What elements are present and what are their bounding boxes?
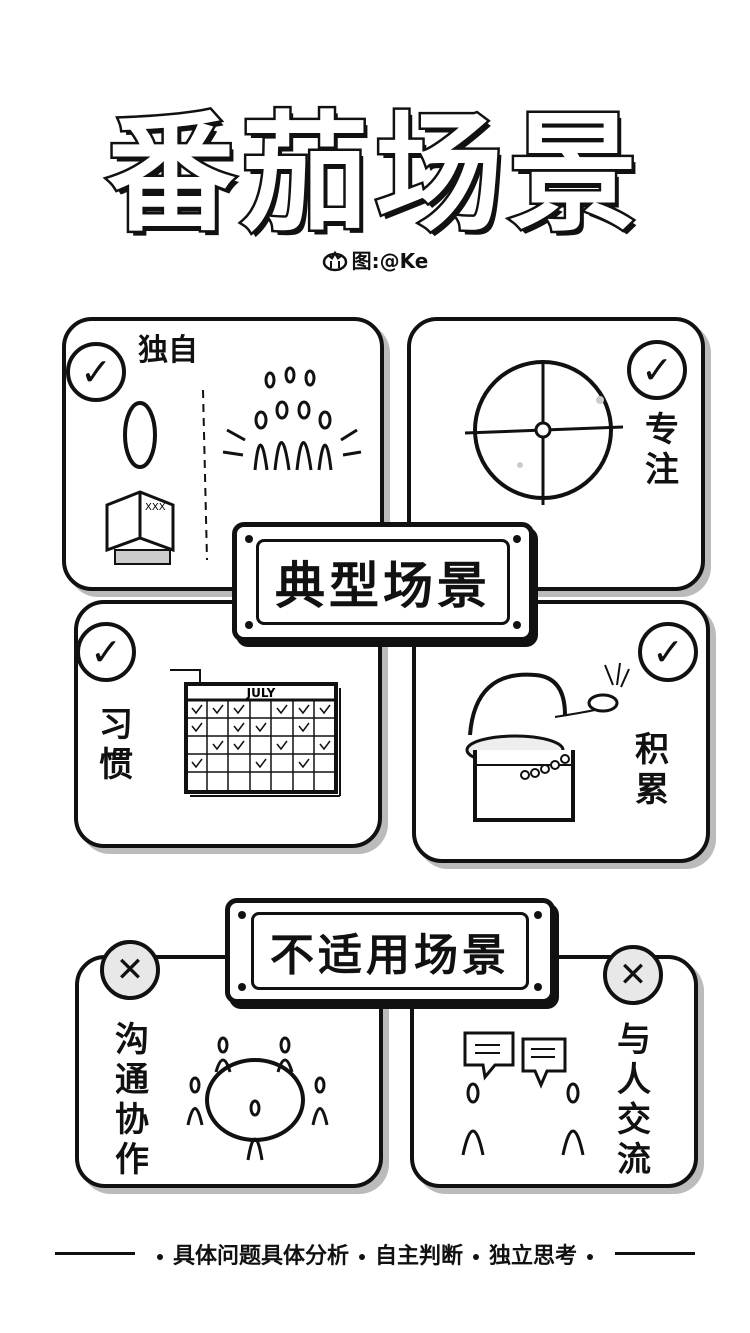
check-icon: ✓	[627, 340, 687, 400]
page-title: 番茄场景	[104, 98, 643, 252]
treasure-chest-illustration	[465, 662, 630, 822]
panel-communicate-label: 与人交流	[617, 1020, 651, 1181]
conversation-illustration	[461, 1031, 585, 1156]
footer-line-left	[55, 1252, 135, 1255]
footer-item: 独立思考	[489, 1244, 578, 1269]
meeting-illustration	[186, 1036, 329, 1161]
footer-item: 具体问题具体分析	[172, 1244, 349, 1269]
cross-icon: ✕	[100, 940, 160, 1000]
footer: 具体问题具体分析 自主判断 独立思考	[0, 1238, 750, 1270]
panel-alone-label: 独自	[138, 333, 198, 368]
check-icon: ✓	[638, 622, 698, 682]
check-icon: ✓	[66, 342, 126, 402]
panel-focus-label: 专注	[645, 410, 679, 491]
typical-scenes-title: 典型场景	[256, 539, 510, 625]
book-text: XXX	[145, 502, 166, 513]
unsuitable-scenes-title: 不适用场景	[251, 912, 529, 990]
calendar-month: JULY	[246, 686, 276, 700]
reading-person-illustration: XXX	[105, 366, 362, 565]
unsuitable-scenes-banner: 不适用场景	[225, 898, 555, 1004]
credit: 图:@Ke	[0, 245, 750, 276]
cross-icon: ✕	[603, 945, 663, 1005]
footer-line-right	[615, 1252, 695, 1255]
panel-accumulate-label: 积累	[635, 730, 669, 811]
panel-habit-label: 习惯	[99, 705, 133, 786]
typical-scenes-banner: 典型场景	[232, 522, 534, 642]
footer-item: 自主判断	[374, 1244, 463, 1269]
check-icon: ✓	[76, 622, 136, 682]
panel-collaborate-label: 沟通协作	[115, 1020, 149, 1181]
tomato-icon	[322, 249, 348, 276]
calendar-illustration: JULY	[170, 669, 341, 797]
tomato-clock-illustration	[464, 360, 624, 505]
credit-text: 图:@Ke	[351, 249, 429, 273]
